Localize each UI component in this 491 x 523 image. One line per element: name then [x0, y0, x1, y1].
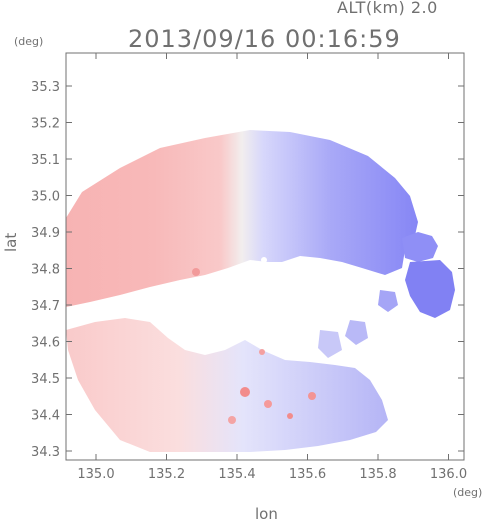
- y-tick-label: 34.7: [31, 299, 60, 314]
- echo-cell-1: [240, 387, 250, 397]
- y-tick-label: 34.4: [31, 409, 60, 424]
- timestamp-title: 2013/09/16 00:16:59: [128, 25, 401, 53]
- echo-east-3: [378, 290, 398, 312]
- y-tick-label: 34.9: [31, 226, 60, 241]
- echo-cell-5: [287, 413, 293, 419]
- x-tick-label: 135.8: [359, 467, 396, 482]
- echo-region-north: [66, 130, 418, 307]
- y-tick-label: 34.5: [31, 372, 60, 387]
- echo-cell-2: [264, 400, 272, 408]
- echo-cell-7: [192, 268, 200, 276]
- y-tick-label: 35.3: [31, 80, 60, 95]
- y-tick-label: 35.2: [31, 117, 60, 132]
- y-tick-label: 35.1: [31, 153, 60, 168]
- x-ticks: 135.0 135.2 135.4 135.6 135.8 136.0: [77, 53, 467, 482]
- y-tick-label: 34.8: [31, 263, 60, 278]
- y-ticks: 34.3 34.4 34.5 34.6 34.7 34.8 34.9 35.0 35.1 35.2…: [31, 80, 464, 460]
- x-tick-label: 135.4: [218, 467, 255, 482]
- y-unit-label: (deg): [14, 35, 44, 48]
- echo-cell-3: [308, 392, 316, 400]
- x-tick-label: 135.6: [289, 467, 326, 482]
- x-tick-label: 135.0: [77, 467, 114, 482]
- echo-cell-4: [228, 416, 236, 424]
- echo-east-4: [345, 320, 368, 345]
- altitude-label: ALT(km) 2.0: [337, 0, 438, 17]
- echo-east-2: [405, 260, 455, 318]
- radar-center-marker: [261, 257, 267, 263]
- x-tick-label: 135.2: [148, 467, 185, 482]
- x-axis-label: lon: [255, 505, 278, 523]
- echo-cell-6: [259, 349, 265, 355]
- echo-region-southwest: [66, 318, 388, 452]
- y-tick-label: 34.6: [31, 336, 60, 351]
- y-tick-label: 34.3: [31, 445, 60, 460]
- x-tick-label: 136.0: [430, 467, 467, 482]
- echo-east-5: [318, 330, 342, 358]
- echo-east-1: [402, 232, 438, 262]
- plot-frame: [65, 52, 465, 461]
- y-tick-label: 35.0: [31, 190, 60, 205]
- x-unit-label: (deg): [453, 486, 483, 499]
